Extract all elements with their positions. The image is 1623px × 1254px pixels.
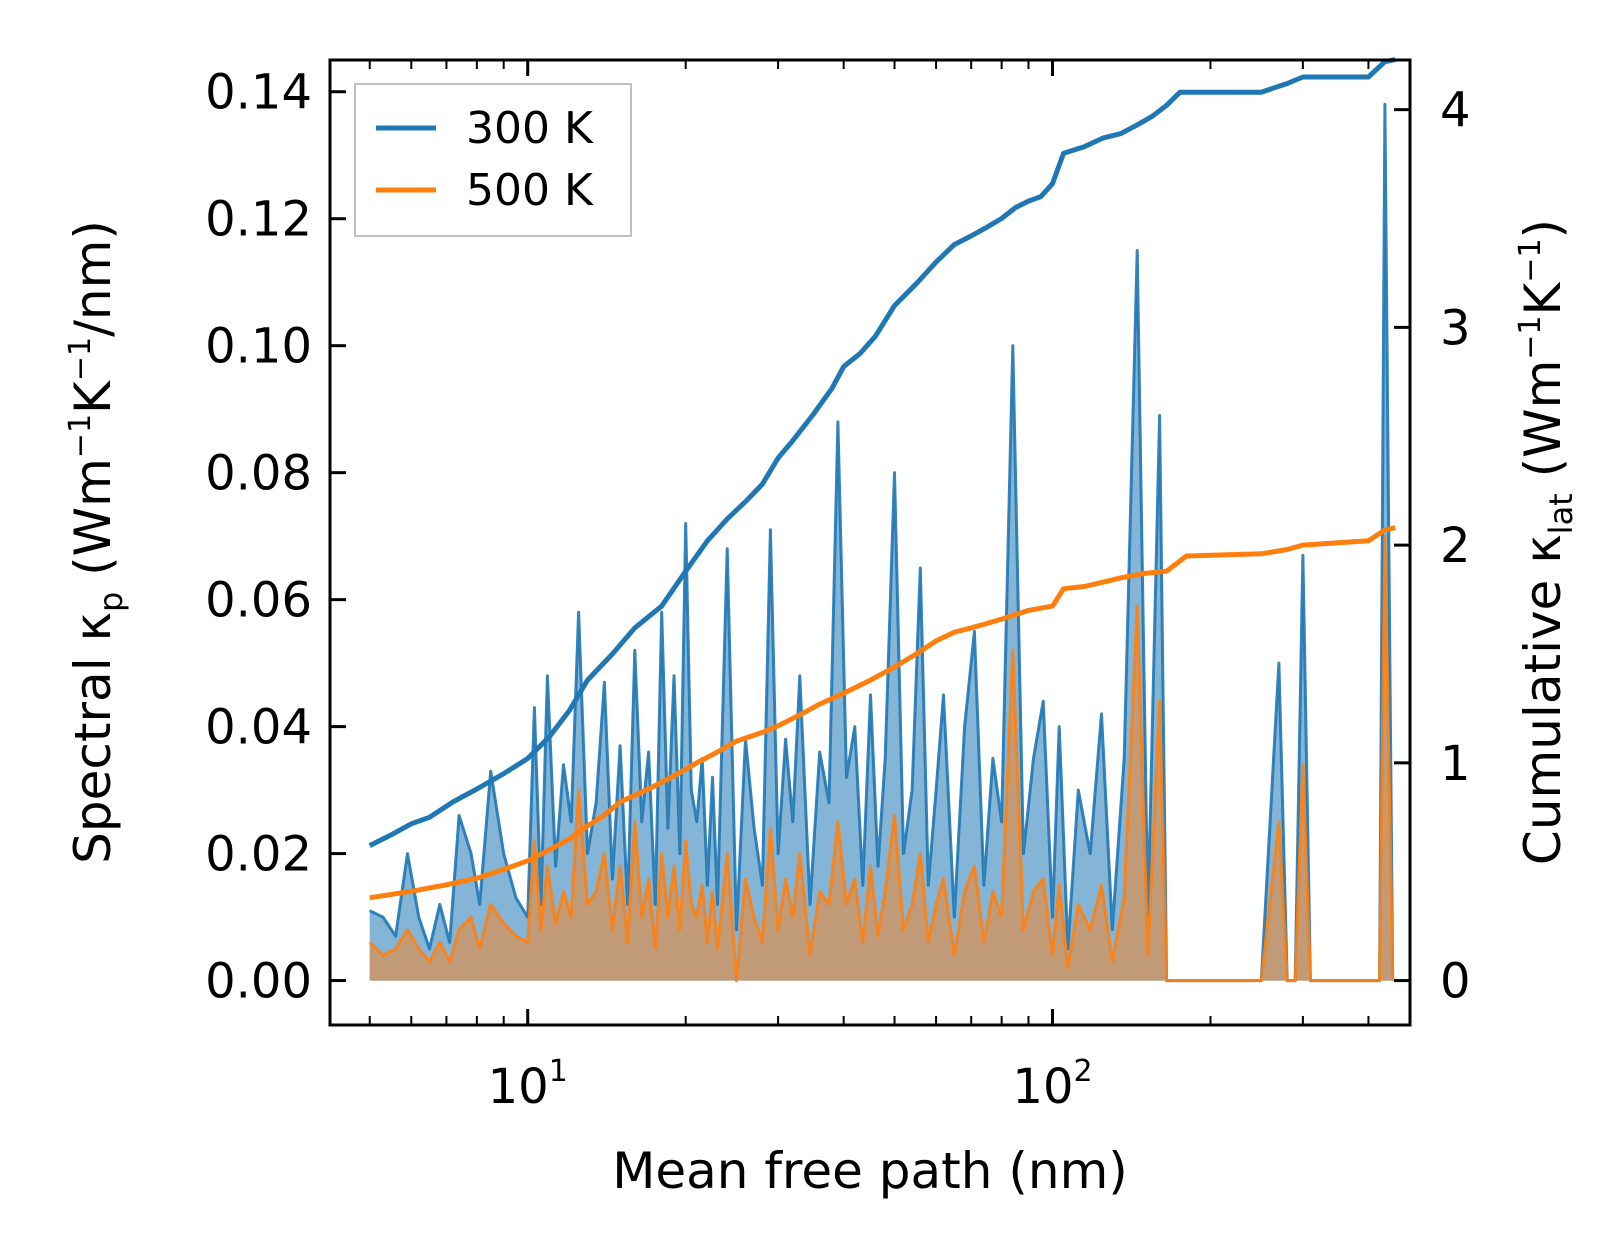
y-right-mid2: K xyxy=(1514,281,1572,315)
spectral-line-300k xyxy=(369,102,1395,983)
y-left-sup1: −1 xyxy=(63,414,98,458)
y-right-tick-label: 0 xyxy=(1440,954,1471,1010)
y-left-tick-label: 0.04 xyxy=(205,700,312,756)
y-left-tick-label: 0.06 xyxy=(205,573,312,629)
x-tick-base: 10 xyxy=(1012,1059,1073,1115)
y-left-sub: p xyxy=(92,592,130,612)
cumulative-line-500k xyxy=(369,525,1396,901)
y-right-tick-label: 1 xyxy=(1440,736,1471,792)
y-right-sup2: −1 xyxy=(1513,238,1548,282)
x-tick-exponent: 2 xyxy=(1073,1054,1092,1089)
y-axis-title-right: Cumulative κlat (Wm−1K−1) xyxy=(1513,219,1580,865)
y-left-sup2: −1 xyxy=(63,337,98,381)
plot-frame xyxy=(328,58,1412,1027)
legend-label-500k: 500 K xyxy=(466,165,594,216)
spectral-fills xyxy=(368,102,1395,983)
axis-ticks: 101 1020.000.020.040.060.080.100.120.1401… xyxy=(205,60,1471,1115)
y-left-prefix: Spectral κ xyxy=(64,612,122,864)
y-right-tick-label: 3 xyxy=(1440,300,1471,356)
y-right-tick-label: 4 xyxy=(1440,83,1471,139)
cumulative-line-300k xyxy=(368,57,1396,848)
legend-box xyxy=(354,83,632,237)
x-tick-base: 10 xyxy=(488,1059,549,1115)
y-left-tick-label: 0.08 xyxy=(205,446,312,502)
legend-label-300k: 300 K xyxy=(466,103,594,154)
y-right-sup1: −1 xyxy=(1513,315,1548,359)
y-right-prefix: Cumulative κ xyxy=(1514,534,1572,865)
x-tick-exponent: 1 xyxy=(549,1054,568,1089)
y-right-tick-label: 2 xyxy=(1440,518,1471,574)
y-left-mid: (Wm xyxy=(64,458,122,592)
y-right-mid: (Wm xyxy=(1514,360,1572,494)
x-axis-title: Mean free path (nm) xyxy=(612,1142,1128,1200)
y-left-suffix: /nm) xyxy=(64,220,122,337)
y-left-mid2: K xyxy=(64,380,122,414)
spectral-fill-500k xyxy=(369,536,1393,981)
y-left-tick-label: 0.12 xyxy=(205,192,312,248)
y-left-tick-label: 0.00 xyxy=(205,954,312,1010)
x-tick-label: 101 xyxy=(488,1054,568,1115)
y-left-tick-label: 0.14 xyxy=(205,65,312,121)
data-lines xyxy=(368,57,1396,901)
x-tick-label: 102 xyxy=(1012,1054,1092,1115)
spectral-line-500k xyxy=(368,534,1395,983)
legend: 300 K 500 K xyxy=(354,83,632,237)
y-left-tick-label: 0.02 xyxy=(205,827,312,883)
y-axis-title-left: Spectral κp (Wm−1K−1/nm) xyxy=(63,220,130,864)
y-right-sub: lat xyxy=(1542,493,1580,534)
y-left-tick-label: 0.10 xyxy=(205,319,312,375)
y-right-suffix: ) xyxy=(1514,219,1572,239)
